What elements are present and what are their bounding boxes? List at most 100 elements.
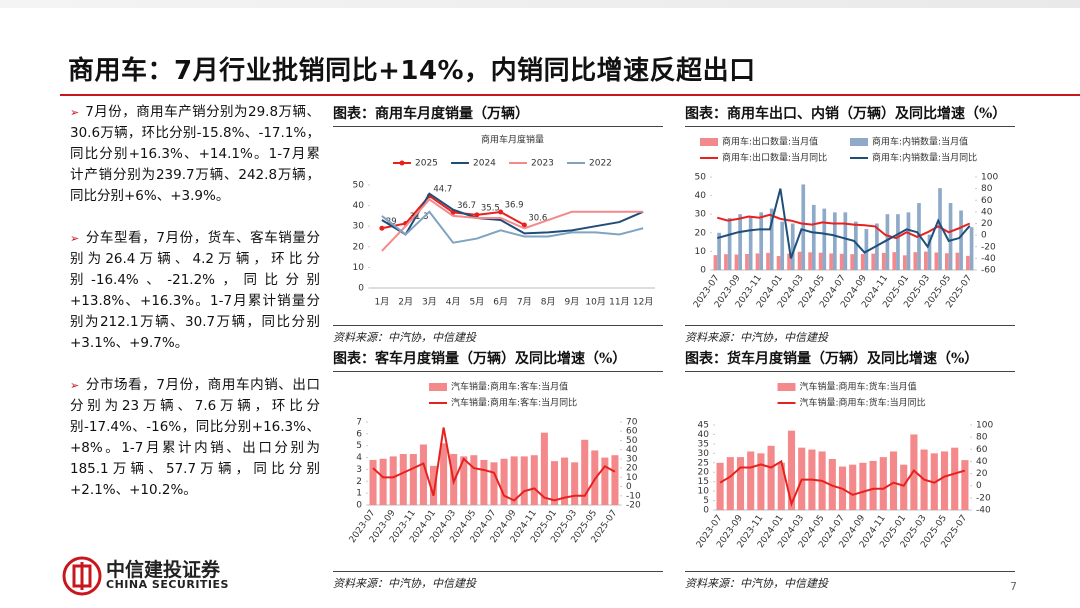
bar [480,459,488,505]
y-tick-label: 2 [356,477,362,487]
x-tick-label: 7月 [517,297,532,308]
point-marker [379,225,385,231]
data-label: 30.6 [528,213,547,223]
bar [766,252,770,270]
bar [801,184,806,270]
bar [724,254,728,270]
y-tick-label: 10 [353,263,365,273]
y2-tick-label: -40 [981,254,996,264]
x-tick-label: 4月 [446,297,461,308]
y2-tick-label: -20 [626,501,641,511]
bullet-list: 7月份，商用车产销分别为29.8万辆、30.6万辆，环比分别-15.8%、-17… [70,102,320,522]
x-tick-label: 5月 [470,297,485,308]
chart-caption: 图表：货车月度销量（万辆）及同比增速（%） [685,348,1015,372]
y-tick-label: 10 [698,487,710,497]
bar [561,457,569,505]
bar [871,253,876,270]
y-tick-label: 40 [353,201,365,211]
y2-tick-label: 40 [626,445,638,455]
bar [822,208,827,270]
legend-label: 2024 [473,159,496,169]
data-label: 36.7 [457,201,476,211]
y2-tick-label: -60 [981,266,996,276]
bar [520,456,528,505]
y-tick-label: 0 [703,506,709,516]
bar [854,221,858,270]
y-tick-label: 50 [353,181,365,191]
y2-tick-label: 20 [626,464,638,474]
chart-caption: 图表：客车月度销量（万辆）及同比增速（%） [333,348,663,372]
bar [940,451,949,510]
legend-label: 汽车销量:商用车:货车:当月值 [800,381,917,393]
chart-title: 商用车月度销量 [481,134,544,146]
chart: 01020304050-60-40-200204060801002023-072… [692,136,998,310]
bar [885,214,890,270]
top-band [0,0,1080,8]
legend-label: 汽车销量:商用车:货车:当月同比 [800,397,926,409]
data-label: 36.9 [505,200,524,210]
y2-tick-label: 100 [976,421,993,431]
series-line [716,213,971,240]
y-tick-label: 7 [356,418,362,428]
logo-icon [62,556,102,596]
y-tick-label: 20 [695,228,707,238]
x-tick-label: 8月 [541,297,556,308]
chart: 商用车月度销量 0 10 20 30 40 50 1月 2月 3月 4月 5月 6月 7月 8月 9月 10月 1… [353,134,655,308]
legend-label: 商用车:出口数量:当月同比 [722,152,827,164]
bar [510,456,518,505]
bar [419,444,427,505]
y-tick-label: 0 [700,266,706,276]
bar [745,254,749,270]
bar [611,455,619,505]
legend-swatch [399,160,405,166]
logo-text: CHINA SECURITIES [106,578,229,591]
data-label: 35.5 [481,203,500,213]
x-tick-label: 6月 [493,297,508,308]
bar [716,462,724,510]
bar [951,447,959,510]
bar [843,212,848,270]
bar [780,221,785,270]
bar [879,457,887,510]
logo-ring [62,556,102,596]
y2-tick-label: 20 [976,469,988,479]
bar [776,256,781,270]
x-tick-label: 2月 [398,297,413,308]
bar [892,252,897,270]
y-tick-label: 45 [698,421,709,431]
bar [927,234,932,270]
y2-tick-label: -20 [976,493,991,503]
bar [717,232,721,270]
bar [727,217,732,270]
series-line [381,210,644,244]
title-rule [60,94,1080,96]
x-tick-label: 1月 [375,297,390,308]
legend-label: 2022 [589,159,612,169]
y2-tick-label: 70 [626,418,638,428]
y2-tick-label: 50 [626,436,638,446]
bar [460,456,468,505]
chart: 051015202530354045-40-200204060801002023… [695,381,994,550]
bar [966,255,970,270]
legend-label: 汽车销量:商用车:客车:当月同比 [451,397,577,409]
bar [934,252,939,270]
bar [440,443,448,505]
series-line [372,427,616,502]
bar [409,454,417,505]
y-tick-label: 50 [695,173,707,183]
bar [787,253,791,270]
x-tick-label: 10月 [585,297,605,308]
y2-tick-label: 80 [976,433,988,443]
y2-tick-label: 100 [981,173,998,183]
bullet: 7月份，商用车产销分别为29.8万辆、30.6万辆，环比分别-15.8%、-17… [70,102,320,207]
y2-tick-label: -10 [626,491,641,501]
legend-swatch [777,383,796,391]
point-marker [521,222,527,228]
bar [399,454,407,505]
bar [369,459,377,505]
y-tick-label: 3 [356,465,362,475]
bar [961,460,969,510]
x-tick-label: 3月 [422,297,437,308]
point-marker [498,209,504,215]
bar [734,254,739,270]
